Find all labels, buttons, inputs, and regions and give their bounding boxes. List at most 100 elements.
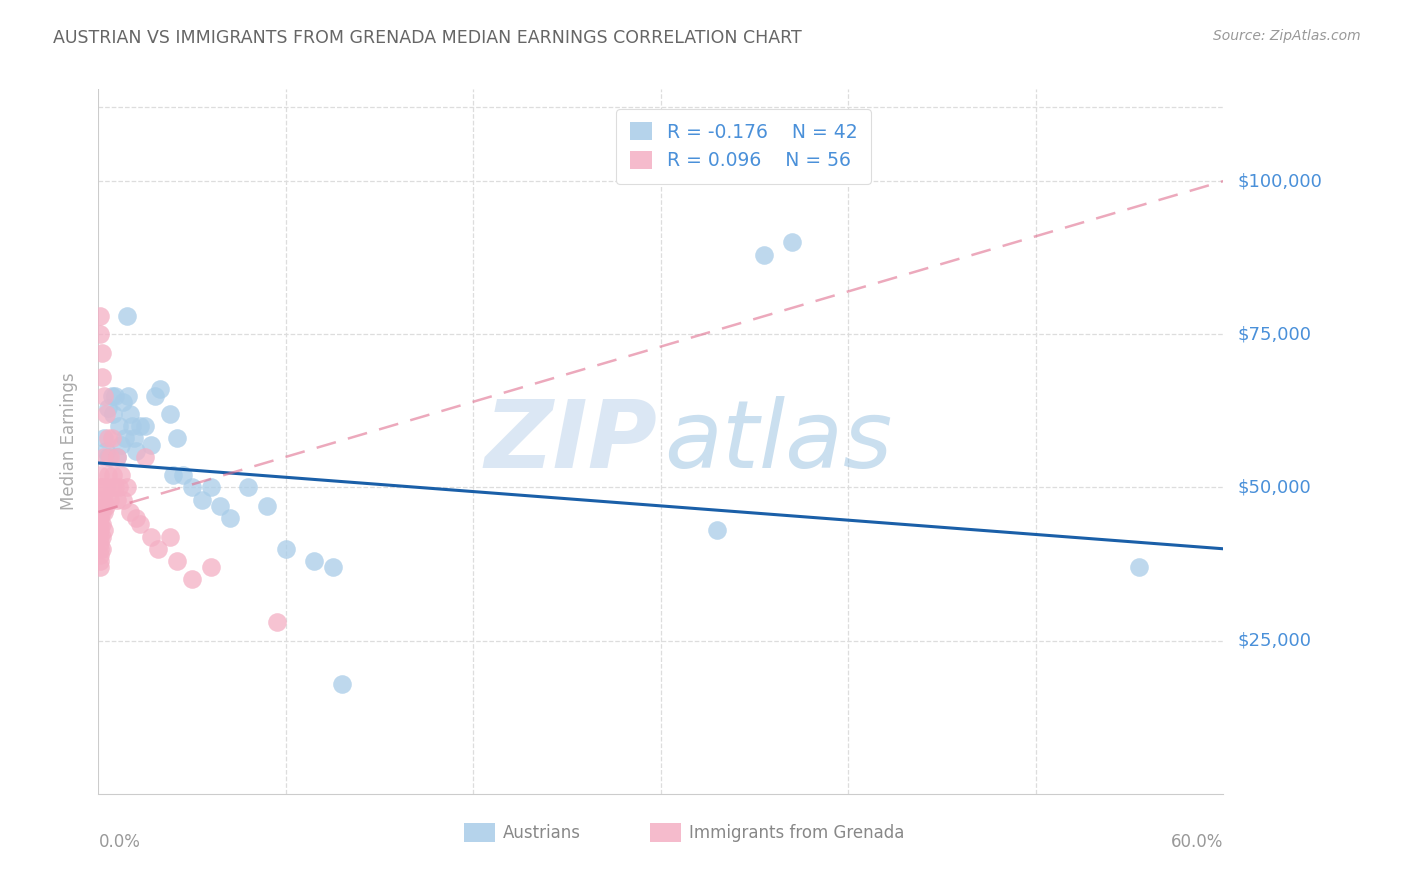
Point: [97, 450, 120, 464]
Point: [111, 394, 134, 409]
Point: [238, 481, 260, 495]
Point: [91, 505, 114, 519]
Point: [181, 481, 204, 495]
Text: $100,000: $100,000: [1237, 172, 1322, 190]
FancyBboxPatch shape: [650, 823, 681, 842]
Point: [103, 468, 125, 483]
Point: [93, 505, 115, 519]
Point: [91, 517, 114, 532]
Point: [97, 432, 120, 446]
Point: [149, 383, 172, 397]
Text: AUSTRIAN VS IMMIGRANTS FROM GRENADA MEDIAN EARNINGS CORRELATION CHART: AUSTRIAN VS IMMIGRANTS FROM GRENADA MEDI…: [53, 29, 803, 46]
Point: [89, 492, 111, 507]
Point: [100, 481, 122, 495]
Point: [89, 468, 111, 483]
Point: [122, 432, 145, 446]
Point: [91, 481, 114, 495]
Point: [89, 554, 111, 568]
Text: ZIP: ZIP: [485, 395, 658, 488]
Point: [139, 437, 162, 451]
Point: [93, 388, 115, 402]
Text: 0.0%: 0.0%: [98, 832, 141, 851]
Text: Source: ZipAtlas.com: Source: ZipAtlas.com: [1213, 29, 1361, 43]
Text: $50,000: $50,000: [1237, 478, 1310, 497]
Point: [181, 573, 204, 587]
Point: [89, 517, 111, 532]
Point: [117, 388, 139, 402]
Point: [752, 247, 775, 261]
Point: [780, 235, 803, 250]
Point: [110, 468, 132, 483]
Point: [89, 481, 111, 495]
Point: [166, 432, 188, 446]
Point: [209, 499, 232, 513]
Point: [120, 505, 142, 519]
Point: [91, 541, 114, 556]
Point: [125, 443, 148, 458]
Point: [166, 554, 188, 568]
Point: [266, 615, 288, 630]
Point: [1128, 560, 1150, 574]
Point: [100, 432, 122, 446]
Point: [97, 401, 120, 415]
Point: [162, 468, 184, 483]
Point: [89, 524, 111, 538]
Point: [105, 492, 128, 507]
Point: [93, 492, 115, 507]
Text: $75,000: $75,000: [1237, 326, 1312, 343]
Point: [134, 419, 156, 434]
Point: [89, 560, 111, 574]
Text: $25,000: $25,000: [1237, 632, 1312, 649]
Point: [91, 529, 114, 543]
Point: [105, 450, 128, 464]
Point: [89, 535, 111, 549]
Text: atlas: atlas: [664, 396, 893, 487]
Text: Immigrants from Grenada: Immigrants from Grenada: [689, 823, 904, 842]
Point: [139, 529, 162, 543]
Text: 60.0%: 60.0%: [1171, 832, 1223, 851]
Point: [159, 407, 181, 421]
Point: [97, 468, 120, 483]
Point: [148, 541, 170, 556]
Point: [115, 481, 138, 495]
Point: [89, 548, 111, 562]
Point: [330, 676, 353, 690]
Point: [104, 481, 127, 495]
Point: [114, 432, 136, 446]
Point: [89, 505, 111, 519]
Point: [190, 492, 212, 507]
Point: [93, 524, 115, 538]
Point: [94, 407, 117, 421]
Point: [93, 450, 115, 464]
Point: [94, 481, 117, 495]
Point: [91, 492, 114, 507]
Point: [143, 388, 166, 402]
Point: [322, 560, 344, 574]
Point: [94, 499, 117, 513]
Point: [89, 541, 111, 556]
Point: [128, 517, 150, 532]
Point: [200, 560, 222, 574]
Point: [120, 407, 142, 421]
Y-axis label: Median Earnings: Median Earnings: [59, 373, 77, 510]
Point: [218, 511, 240, 525]
Text: Austrians: Austrians: [503, 823, 581, 842]
Point: [100, 388, 122, 402]
Point: [103, 407, 125, 421]
Point: [134, 450, 156, 464]
Point: [89, 529, 111, 543]
Point: [172, 468, 194, 483]
Point: [108, 419, 131, 434]
Point: [91, 345, 114, 359]
Point: [110, 437, 132, 451]
Point: [302, 554, 325, 568]
Point: [115, 309, 138, 323]
Legend: R = -0.176    N = 42, R = 0.096    N = 56: R = -0.176 N = 42, R = 0.096 N = 56: [616, 109, 870, 184]
Point: [93, 432, 115, 446]
Point: [89, 309, 111, 323]
Point: [159, 529, 181, 543]
Point: [104, 388, 127, 402]
Point: [121, 419, 143, 434]
Point: [98, 450, 121, 464]
Point: [89, 511, 111, 525]
